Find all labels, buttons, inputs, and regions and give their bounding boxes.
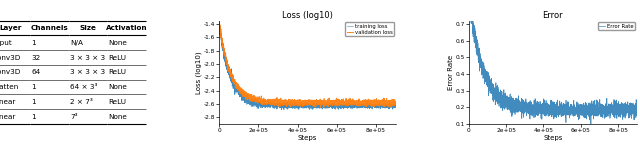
validation loss: [215, 24, 223, 26]
Error Rate: [484, 77, 492, 79]
X-axis label: Steps: Steps: [543, 135, 563, 141]
Line: Error Rate: Error Rate: [468, 16, 637, 126]
training loss: [369, 104, 377, 105]
Line: validation loss: validation loss: [219, 21, 396, 107]
training loss: [283, 106, 291, 108]
validation loss: [216, 20, 223, 22]
Error Rate: [494, 93, 502, 95]
validation loss: [246, 100, 253, 102]
training loss: [392, 105, 399, 107]
Error Rate: [465, 15, 472, 17]
training loss: [388, 104, 396, 106]
Legend: Error Rate: Error Rate: [598, 22, 636, 30]
Error Rate: [633, 110, 640, 112]
validation loss: [236, 86, 243, 88]
Error Rate: [587, 125, 595, 127]
training loss: [246, 99, 253, 101]
Error Rate: [612, 107, 620, 109]
X-axis label: Steps: Steps: [298, 135, 317, 141]
validation loss: [320, 106, 328, 108]
Title: Loss (log10): Loss (log10): [282, 11, 333, 20]
Line: training loss: training loss: [219, 18, 396, 110]
Title: Error: Error: [543, 11, 563, 20]
Legend: training loss, validation loss: training loss, validation loss: [345, 22, 394, 36]
Error Rate: [630, 103, 637, 105]
training loss: [236, 93, 243, 95]
validation loss: [392, 104, 399, 105]
Error Rate: [536, 109, 544, 111]
Y-axis label: Error Rate: Error Rate: [448, 55, 454, 90]
validation loss: [369, 102, 377, 104]
training loss: [216, 17, 223, 19]
training loss: [215, 20, 223, 22]
training loss: [291, 104, 298, 106]
validation loss: [283, 100, 291, 102]
Y-axis label: Loss (log10): Loss (log10): [196, 51, 202, 94]
training loss: [280, 109, 288, 111]
validation loss: [388, 102, 396, 104]
validation loss: [291, 104, 298, 106]
Error Rate: [529, 106, 537, 108]
